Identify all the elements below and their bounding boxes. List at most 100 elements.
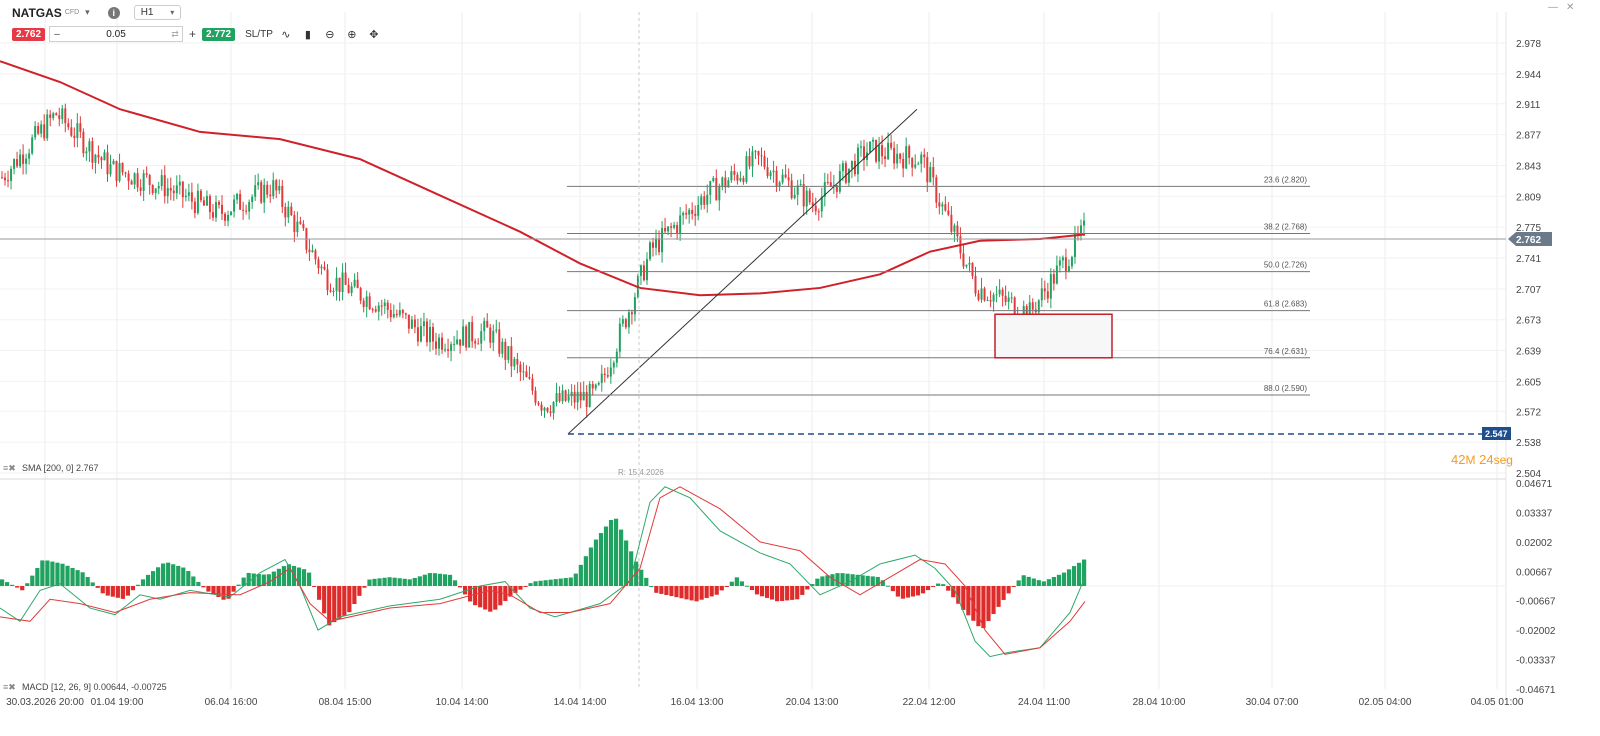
buy-button[interactable]: 2.772 (202, 27, 236, 41)
candle-body (46, 114, 49, 139)
candle-body (715, 177, 718, 201)
macd-hist-bar (775, 586, 780, 602)
info-icon[interactable]: i (107, 6, 120, 19)
swap-icon[interactable]: ⇄ (171, 28, 179, 39)
candle-body (323, 266, 326, 270)
zoom-in-icon[interactable]: ⊕ (347, 28, 357, 41)
candle-body (829, 182, 832, 187)
minimize-icon[interactable]: — (1548, 2, 1558, 13)
candle-body (540, 404, 543, 411)
candle-body (1004, 295, 1007, 302)
chevron-down-icon[interactable]: ▾ (85, 7, 90, 17)
macd-hist-bar (795, 586, 800, 600)
macd-hist-bar (402, 578, 407, 586)
candle-body (543, 407, 546, 411)
candle-body (938, 202, 941, 207)
candle-body (802, 184, 805, 207)
candle-body (923, 154, 926, 158)
candle-body (799, 184, 802, 186)
macd-hist-bar (1041, 581, 1046, 586)
candles-icon[interactable]: ▮ (304, 28, 311, 41)
macd-hist-bar (342, 586, 347, 616)
close-icon[interactable]: ✕ (1566, 2, 1575, 13)
candle-body (184, 195, 187, 198)
candle-body (730, 171, 733, 181)
candle-body (790, 180, 793, 199)
candle-body (844, 163, 847, 183)
line-chart-icon[interactable]: ∿ (281, 28, 291, 41)
candle-body (308, 249, 311, 253)
sell-button[interactable]: 2.762 (12, 27, 46, 41)
macd-hist-bar (362, 586, 367, 588)
candle-body (561, 390, 564, 402)
macd-hist-bar (1082, 559, 1087, 586)
macd-hist-bar (150, 571, 156, 586)
symbol-name[interactable]: NATGAS (12, 5, 62, 20)
candle-body (724, 177, 727, 188)
candle-body (471, 322, 474, 342)
candle-body (621, 319, 624, 324)
candle-body (947, 210, 950, 215)
quantity-value[interactable]: 0.05 (106, 28, 126, 40)
macd-axis-label: -0.04671 (1516, 685, 1556, 696)
candle-body (224, 213, 227, 221)
timeframe-select[interactable]: H1 ▾ (133, 5, 182, 20)
candle-body (398, 309, 401, 316)
sltp-button[interactable]: SL/TP (245, 28, 273, 40)
candle-body (709, 181, 712, 195)
macd-hist-bar (201, 586, 206, 588)
candle-body (528, 377, 531, 379)
candle-body (1058, 260, 1061, 266)
macd-hist-bar (236, 584, 241, 586)
macd-hist-bar (181, 567, 186, 586)
candle-body (275, 180, 278, 191)
candle-body (462, 326, 465, 346)
candle-body (805, 190, 808, 207)
candle-body (1079, 225, 1082, 235)
quantity-stepper[interactable]: – 0.05 ⇄ (49, 26, 184, 42)
candle-body (242, 209, 245, 211)
decrease-button[interactable]: – (54, 28, 60, 40)
candle-body (251, 196, 254, 203)
macd-hist-bar (427, 573, 432, 586)
candle-body (121, 162, 124, 173)
macd-hist-bar (347, 586, 352, 613)
increase-button[interactable]: + (189, 27, 197, 41)
macd-hist-bar (125, 586, 131, 596)
macd-hist-bar (649, 586, 654, 587)
candle-body (890, 142, 893, 148)
candle-body (694, 213, 697, 216)
time-axis-label: 01.04 19:00 (91, 697, 144, 708)
macd-hist-bar (704, 586, 709, 599)
candle-body (862, 146, 865, 160)
macd-hist-bar (422, 574, 427, 586)
candle-body (338, 277, 341, 293)
candle-body (1001, 289, 1004, 296)
candle-body (284, 206, 287, 218)
candle-body (926, 157, 929, 183)
candle-body (754, 151, 757, 153)
candle-body (896, 153, 899, 164)
macd-hist-bar (246, 572, 251, 586)
move-icon[interactable]: ✥ (369, 28, 379, 41)
macd-hist-bar (1071, 566, 1077, 586)
zoom-out-icon[interactable]: ⊖ (325, 28, 335, 41)
candle-body (483, 320, 486, 332)
macd-hist-bar (905, 586, 911, 598)
macd-hist-bar (825, 575, 830, 586)
candle-body (34, 126, 37, 138)
macd-axis-label: 0.04671 (1516, 479, 1553, 490)
macd-hist-bar (518, 586, 523, 590)
candle-body (763, 156, 766, 168)
macd-hist-bar (25, 583, 30, 586)
candle-body (739, 178, 742, 181)
candle-body (151, 185, 154, 194)
candle-body (748, 156, 751, 167)
macd-hist-bar (312, 586, 317, 587)
price-axis-label: 2.504 (1516, 469, 1541, 480)
candle-body (181, 181, 184, 198)
countdown-sec-unit: seg (1493, 453, 1513, 467)
macd-hist-bar (986, 586, 991, 622)
